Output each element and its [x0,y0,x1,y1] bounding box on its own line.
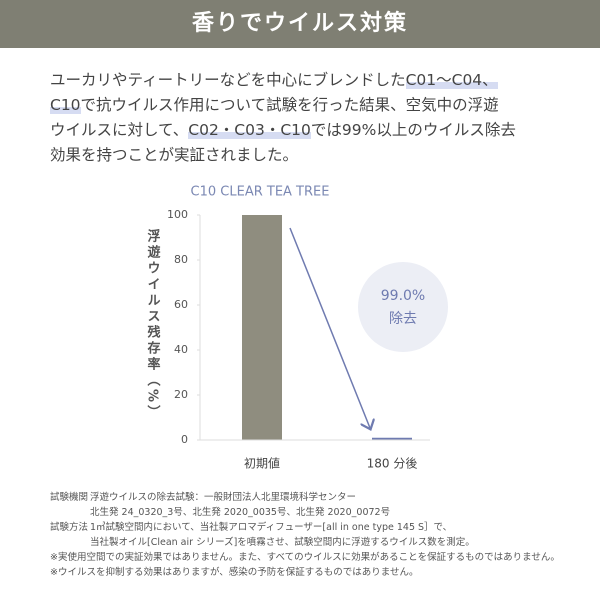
header-title: 香りでウイルス対策 [0,0,600,48]
paragraph-line: ウイルスに対して、C02・C03・C10では99%以上のウイルス除去 [50,118,570,143]
y-tick-label: 40 [174,343,188,356]
footnote-label: 試験方法 [50,522,89,533]
text: で抗ウイルス作用について試験を行った結果、空気中の浮遊 [80,96,499,114]
footnote-line: 浮遊ウイルスの除去試験：一般財団法人北里環境科学センター [90,492,357,503]
note: ※ウイルスを抑制する効果はありますが、感染の予防を保証するものではありません。 [50,567,419,578]
footnote-line: 1㎥試験空間内において、当社製アロマディフューザー[all in one typ… [90,522,453,533]
chart-title: C10 CLEAR TEA TREE [191,185,330,200]
annotation-value: 99.0% [381,288,425,304]
footnotes: 試験機関 浮遊ウイルスの除去試験：一般財団法人北里環境科学センター北生発 24_0… [50,490,590,580]
bar [372,437,412,440]
footnote-row: 試験機関 浮遊ウイルスの除去試験：一般財団法人北里環境科学センター北生発 24_0… [50,490,590,520]
x-tick-label: 初期値 [244,456,280,471]
text: ウイルスに対して、 [50,121,189,139]
paragraph: ユーカリやティートリーなどを中心にブレンドしたC01〜C04、 C10で抗ウイルス… [50,68,570,168]
footnote-line: 当社製オイル[Clean air シリーズ]を噴霧させ、試験空間内に浮遊するウイ… [90,537,475,548]
x-tick-label: 180 分後 [367,457,418,471]
paragraph-line: 効果を持つことが実証されました。 [50,143,570,168]
y-axis-label: 浮遊ウイルス残存率（%） [145,228,162,421]
footnote-row: 試験方法 1㎥試験空間内において、当社製アロマディフューザー[all in one… [50,520,590,550]
y-tick-label: 0 [181,433,188,446]
y-tick-label: 20 [174,388,188,401]
footnote-text: 浮遊ウイルスの除去試験：一般財団法人北里環境科学センター北生発 24_0320_… [90,490,390,520]
paragraph-line: C10で抗ウイルス作用について試験を行った結果、空気中の浮遊 [50,93,570,118]
footnote-text: 1㎥試験空間内において、当社製アロマディフューザー[all in one typ… [90,520,475,550]
y-tick-label: 60 [174,298,188,311]
text: 効果を持つことが実証されました。 [50,146,299,164]
y-tick-label: 80 [174,253,188,266]
highlight-text: C02・C03・C10 [188,121,311,139]
bar [242,215,282,440]
arrow [289,227,370,428]
annotation-label: 除去 [389,311,417,327]
footnote-line: 北生発 24_0320_3号、北生発 2020_0035号、北生発 2020_0… [90,507,391,518]
highlight-text: C10 [50,96,81,114]
footnote-label: 試験機関 [50,492,89,503]
y-tick-label: 100 [167,208,188,221]
annotation-circle [358,262,448,352]
text: では99%以上のウイルス除去 [310,121,516,139]
highlight-text: C01〜C04、 [405,71,498,89]
paragraph-line: ユーカリやティートリーなどを中心にブレンドしたC01〜C04、 [50,68,570,93]
note: ※実使用空間での実証効果ではありません。また、すべてのウイルスに効果があることを… [50,552,560,563]
text: ユーカリやティートリーなどを中心にブレンドした [50,71,406,89]
